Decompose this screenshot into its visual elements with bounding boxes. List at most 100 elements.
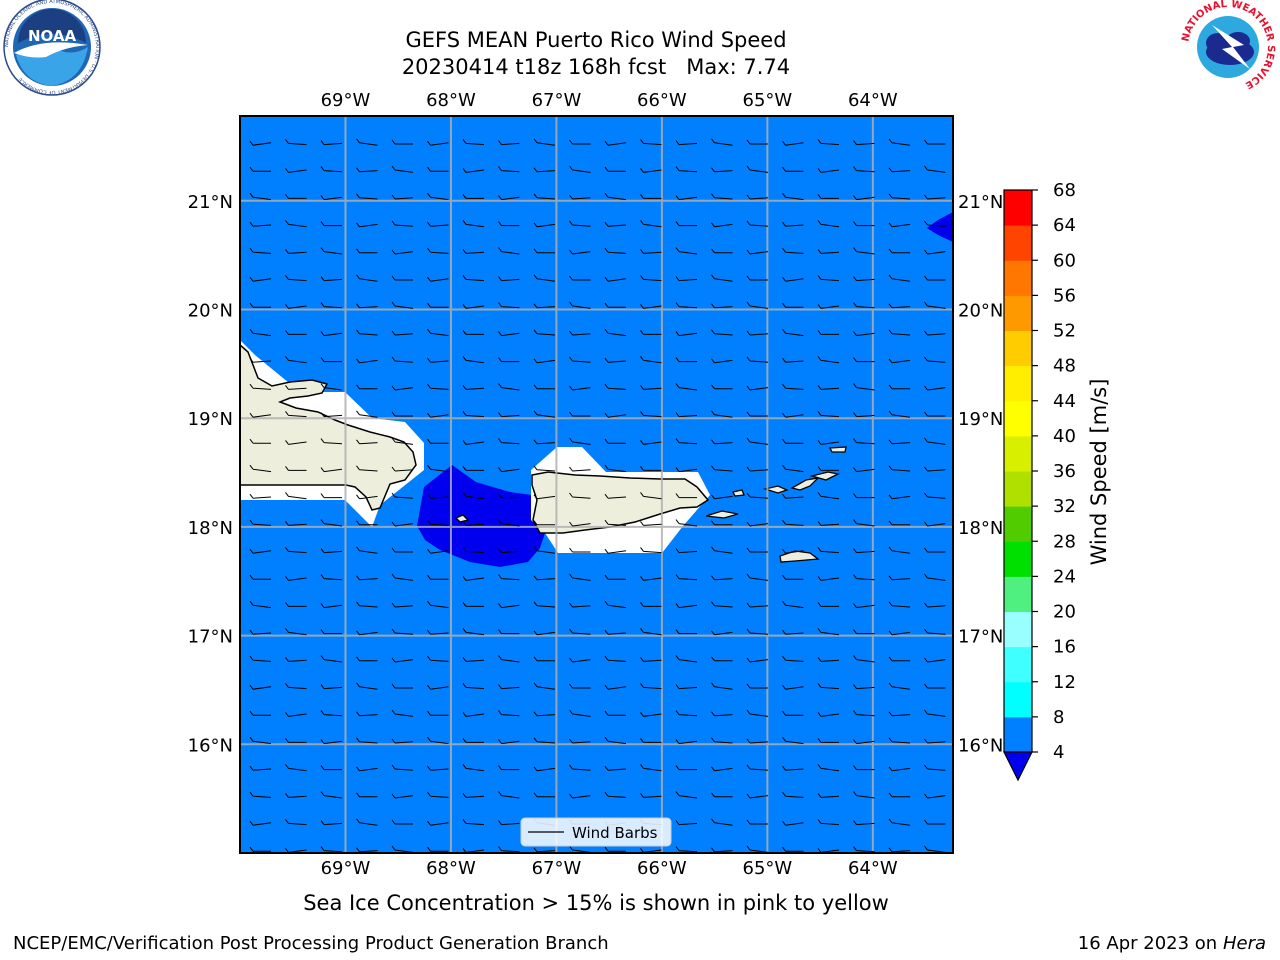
wind-barb — [853, 166, 875, 173]
wind-barb — [604, 247, 627, 254]
wind-barb — [427, 247, 449, 254]
wind-barb — [924, 547, 946, 553]
wind-barb — [427, 519, 449, 526]
nws-logo: NATIONAL WEATHER SERVICE — [1180, 0, 1276, 94]
low-wind-area-northeast — [927, 212, 953, 242]
lon-tick-label-bottom: 65°W — [743, 858, 793, 879]
wind-barb — [711, 601, 733, 608]
wind-barb — [320, 791, 343, 799]
wind-barb — [782, 438, 804, 444]
wind-barb — [711, 222, 733, 228]
wind-barb — [249, 684, 272, 690]
wind-barb — [356, 329, 378, 336]
wind-barb — [249, 765, 272, 771]
wind-barb — [640, 521, 662, 526]
wind-barb — [427, 328, 449, 337]
noaa-logo: NATIONAL OCEANIC AND ATMOSPHERIC ADMINIS… — [3, 0, 101, 96]
wind-barb — [853, 791, 875, 799]
wind-barb — [782, 765, 804, 771]
wind-barb — [782, 655, 804, 662]
wind-barb — [569, 573, 591, 581]
wind-barb — [533, 303, 556, 309]
wind-barb — [853, 467, 875, 473]
wind-barb — [640, 304, 662, 309]
wind-barb — [746, 793, 769, 799]
wind-barb — [462, 521, 485, 526]
wind-barb — [391, 249, 414, 255]
wind-barb — [285, 764, 307, 772]
wind-barb — [498, 684, 520, 690]
wind-barb — [249, 412, 272, 418]
wind-barb — [746, 657, 769, 663]
wind-barb — [640, 738, 662, 743]
wind-barb — [924, 301, 946, 309]
wind-barb — [817, 356, 840, 364]
wind-barb — [356, 193, 378, 200]
wind-barb — [640, 220, 662, 228]
wind-barb — [356, 248, 378, 254]
wind-barb — [285, 819, 307, 826]
wind-barb — [640, 330, 662, 335]
wind-barb — [817, 330, 839, 335]
wind-barb — [924, 139, 946, 145]
wind-barb — [640, 683, 662, 690]
wind-barb — [498, 438, 520, 445]
wind-barb — [498, 765, 520, 771]
wind-barb — [853, 140, 875, 146]
wind-barb — [675, 739, 698, 745]
wind-barb — [569, 466, 591, 472]
footer-date-text: 16 Apr 2023 on — [1077, 933, 1223, 954]
wind-barb — [746, 249, 769, 255]
wind-barb — [391, 657, 414, 663]
wind-barb — [711, 358, 733, 364]
wind-barb — [462, 168, 485, 173]
wind-barb — [249, 629, 272, 635]
wind-barb — [853, 710, 875, 717]
wind-barb — [462, 764, 485, 772]
wind-barb — [356, 358, 378, 364]
wind-barb — [320, 221, 342, 227]
wind-barb — [853, 548, 875, 554]
wind-barb — [391, 194, 414, 200]
wind-barb — [640, 602, 662, 607]
wind-barbs — [249, 138, 946, 853]
wind-barb — [604, 791, 627, 798]
wind-barb — [462, 330, 484, 335]
wind-barb — [604, 438, 626, 444]
wind-barb — [498, 493, 520, 499]
wind-barb — [498, 195, 520, 201]
wind-barb — [675, 247, 698, 255]
wind-barb — [746, 220, 769, 227]
colorbar-segment — [1004, 576, 1032, 612]
wind-barb — [320, 493, 342, 499]
wind-barb — [498, 629, 520, 635]
wind-barb — [604, 684, 627, 690]
wind-barb — [640, 385, 662, 390]
wind-barb — [569, 683, 591, 689]
wind-barb — [533, 439, 556, 445]
wind-barb — [533, 656, 555, 662]
colorbar-tick-label: 16 — [1053, 637, 1076, 658]
wind-barb — [817, 304, 840, 309]
gridlines — [240, 116, 953, 853]
wind-barb — [711, 274, 733, 282]
wind-barb — [498, 247, 520, 255]
lat-tick-label-right: 18°N — [958, 518, 1003, 539]
wind-barb — [888, 439, 911, 445]
wind-barb — [853, 820, 875, 826]
wind-barb — [533, 384, 555, 390]
wind-barb — [462, 576, 485, 581]
wind-barb — [391, 602, 414, 608]
wind-barb — [498, 412, 520, 418]
lat-tick-label-left: 19°N — [188, 409, 233, 430]
wind-barb — [320, 331, 343, 337]
wind-barb — [924, 738, 946, 744]
map-legend[interactable]: Wind Barbs — [520, 817, 672, 847]
wind-barb — [320, 710, 343, 717]
lat-tick-label-left: 17°N — [188, 627, 233, 648]
lon-tick-label-bottom: 67°W — [532, 858, 582, 879]
wind-barb — [746, 385, 769, 391]
wind-barb — [675, 302, 698, 309]
wind-barb — [285, 712, 307, 717]
wind-barb — [498, 548, 520, 554]
